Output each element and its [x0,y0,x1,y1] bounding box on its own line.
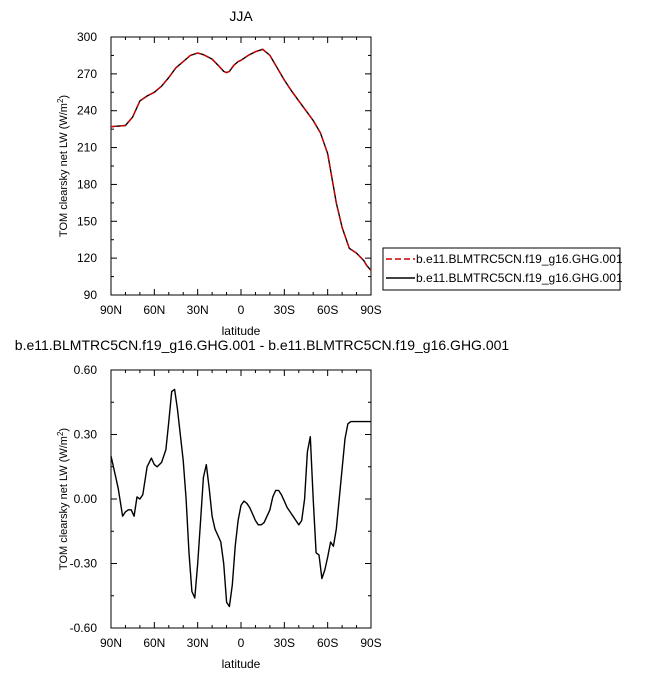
x-axis-label: latitude [222,324,261,338]
x-tick-label: 60S [317,303,338,317]
chart-title: b.e11.BLMTRC5CN.f19_g16.GHG.001 - b.e11.… [15,337,510,353]
y-tick-label: 240 [77,104,97,118]
y-tick-label: 90 [84,288,98,302]
x-tick-label: 30S [274,636,295,650]
y-tick-label: 0.30 [74,428,98,442]
legend-label-0: b.e11.BLMTRC5CN.f19_g16.GHG.001 [416,252,623,266]
top-panel-jja: JJA 90N 60N 30N 0 30S 60S 90S 90 120 150 180 210 240 2… [56,8,623,338]
plot-frame [110,369,372,629]
x-axis-label: latitude [222,657,261,671]
y-tick-label: -0.60 [70,621,98,635]
y-tick-label: -0.30 [70,557,98,571]
y-axis-label: TOM clearsky net LW (W/m2) [56,95,70,237]
x-tick-label: 60N [143,636,165,650]
x-tick-label: 60S [317,636,338,650]
y-axis-label: TOM clearsky net LW (W/m2) [56,428,70,570]
bottom-panel-difference: b.e11.BLMTRC5CN.f19_g16.GHG.001 - b.e11.… [15,337,510,671]
y-tick-label: 150 [77,214,97,228]
y-tick-label: 300 [77,30,97,44]
y-tick-label: 210 [77,141,97,155]
x-tick-label: 60N [143,303,165,317]
y-tick-label: 120 [77,251,97,265]
x-tick-label: 30S [274,303,295,317]
y-tick-label: 180 [77,177,97,191]
y-tick-label: 270 [77,67,97,81]
legend-box [382,247,621,291]
x-tick-label: 90N [100,303,122,317]
x-tick-label: 0 [238,303,245,317]
x-tick-label: 0 [238,636,245,650]
legend-label-1: b.e11.BLMTRC5CN.f19_g16.GHG.001 [416,271,623,285]
plot-frame [110,36,372,296]
x-tick-label: 90S [360,636,381,650]
y-tick-label: 0.00 [74,492,98,506]
x-tick-label: 30N [187,636,209,650]
series-line-0 [110,48,372,271]
chart-title: JJA [229,8,253,24]
series-line-1 [110,48,372,271]
y-tick-label: 0.60 [74,363,98,377]
x-tick-label: 30N [187,303,209,317]
x-tick-label: 90N [100,636,122,650]
x-tick-label: 90S [360,303,381,317]
series-line-0 [110,388,371,608]
